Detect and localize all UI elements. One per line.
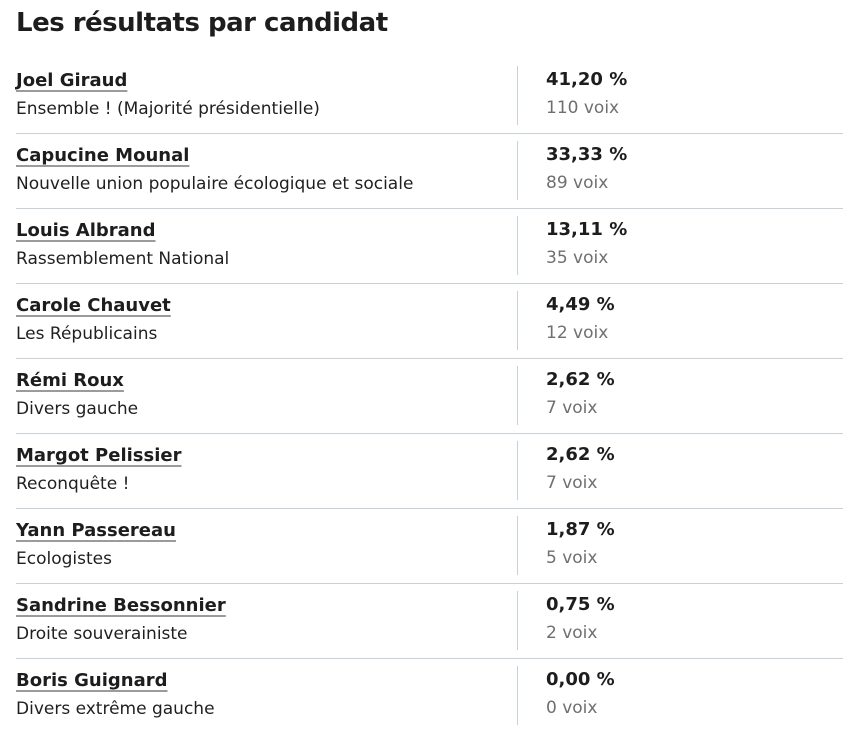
candidate-row: Carole Chauvet Les Républicains 4,49 % 1… [16, 283, 843, 358]
candidate-row: Margot Pelissier Reconquête ! 2,62 % 7 v… [16, 433, 843, 508]
candidate-party-label: Divers gauche [16, 399, 139, 419]
candidate-party-label: Reconquête ! [16, 474, 130, 494]
candidate-percent-value: 2,62 % [546, 369, 615, 390]
candidate-score: 2,62 % 7 voix [517, 441, 843, 500]
candidate-row: Capucine Mounal Nouvelle union populaire… [16, 133, 843, 208]
candidate-party-label: Nouvelle union populaire écologique et s… [16, 174, 414, 194]
candidate-percent-value: 33,33 % [546, 144, 628, 165]
candidate-percent-value: 41,20 % [546, 69, 628, 90]
candidate-score: 1,87 % 5 voix [517, 516, 843, 575]
candidate-score: 13,11 % 35 voix [517, 216, 843, 275]
candidate-score: 0,00 % 0 voix [517, 666, 843, 725]
candidate-row: Joel Giraud Ensemble ! (Majorité préside… [16, 59, 843, 133]
candidate-name-link[interactable]: Yann Passereau [16, 520, 176, 541]
candidate-percent-value: 0,75 % [546, 594, 615, 615]
candidate-votes-value: 12 voix [546, 323, 609, 343]
candidate-name-link[interactable]: Joel Giraud [16, 70, 128, 91]
candidate-percent-value: 1,87 % [546, 519, 615, 540]
candidate-name-link[interactable]: Rémi Roux [16, 370, 124, 391]
candidate-percent-value: 4,49 % [546, 294, 615, 315]
candidate-identity: Capucine Mounal Nouvelle union populaire… [16, 134, 517, 208]
candidate-row: Boris Guignard Divers extrême gauche 0,0… [16, 658, 843, 733]
candidate-party-label: Les Républicains [16, 324, 158, 344]
candidate-identity: Rémi Roux Divers gauche [16, 359, 517, 433]
candidate-name-link[interactable]: Margot Pelissier [16, 445, 182, 466]
candidate-identity: Joel Giraud Ensemble ! (Majorité préside… [16, 59, 517, 133]
candidate-score: 2,62 % 7 voix [517, 366, 843, 425]
candidate-votes-value: 35 voix [546, 248, 609, 268]
candidate-row: Sandrine Bessonnier Droite souverainiste… [16, 583, 843, 658]
candidate-list: Joel Giraud Ensemble ! (Majorité préside… [16, 59, 843, 733]
candidate-party-label: Droite souverainiste [16, 624, 188, 644]
candidate-party-label: Ensemble ! (Majorité présidentielle) [16, 99, 320, 119]
candidate-name-link[interactable]: Louis Albrand [16, 220, 156, 241]
candidate-votes-value: 0 voix [546, 698, 598, 718]
candidate-row: Louis Albrand Rassemblement National 13,… [16, 208, 843, 283]
candidate-votes-value: 110 voix [546, 98, 620, 118]
candidate-score: 33,33 % 89 voix [517, 141, 843, 200]
candidate-identity: Carole Chauvet Les Républicains [16, 284, 517, 358]
candidate-row: Rémi Roux Divers gauche 2,62 % 7 voix [16, 358, 843, 433]
candidate-votes-value: 5 voix [546, 548, 598, 568]
candidate-votes-value: 89 voix [546, 173, 609, 193]
candidate-votes-value: 7 voix [546, 398, 598, 418]
candidate-score: 0,75 % 2 voix [517, 591, 843, 650]
candidate-votes-value: 2 voix [546, 623, 598, 643]
candidate-party-label: Divers extrême gauche [16, 699, 215, 719]
candidate-identity: Sandrine Bessonnier Droite souverainiste [16, 584, 517, 658]
results-by-candidate-section: Les résultats par candidat Joel Giraud E… [0, 7, 847, 733]
candidate-party-label: Ecologistes [16, 549, 112, 569]
candidate-identity: Margot Pelissier Reconquête ! [16, 434, 517, 508]
candidate-identity: Yann Passereau Ecologistes [16, 509, 517, 583]
candidate-identity: Louis Albrand Rassemblement National [16, 209, 517, 283]
candidate-score: 4,49 % 12 voix [517, 291, 843, 350]
candidate-name-link[interactable]: Sandrine Bessonnier [16, 595, 226, 616]
candidate-identity: Boris Guignard Divers extrême gauche [16, 659, 517, 733]
candidate-votes-value: 7 voix [546, 473, 598, 493]
candidate-score: 41,20 % 110 voix [517, 66, 843, 125]
candidate-percent-value: 13,11 % [546, 219, 628, 240]
page-title: Les résultats par candidat [16, 8, 388, 38]
candidate-row: Yann Passereau Ecologistes 1,87 % 5 voix [16, 508, 843, 583]
candidate-name-link[interactable]: Boris Guignard [16, 670, 168, 691]
candidate-party-label: Rassemblement National [16, 249, 230, 269]
candidate-name-link[interactable]: Capucine Mounal [16, 145, 190, 166]
candidate-percent-value: 2,62 % [546, 444, 615, 465]
candidate-percent-value: 0,00 % [546, 669, 615, 690]
candidate-name-link[interactable]: Carole Chauvet [16, 295, 171, 316]
